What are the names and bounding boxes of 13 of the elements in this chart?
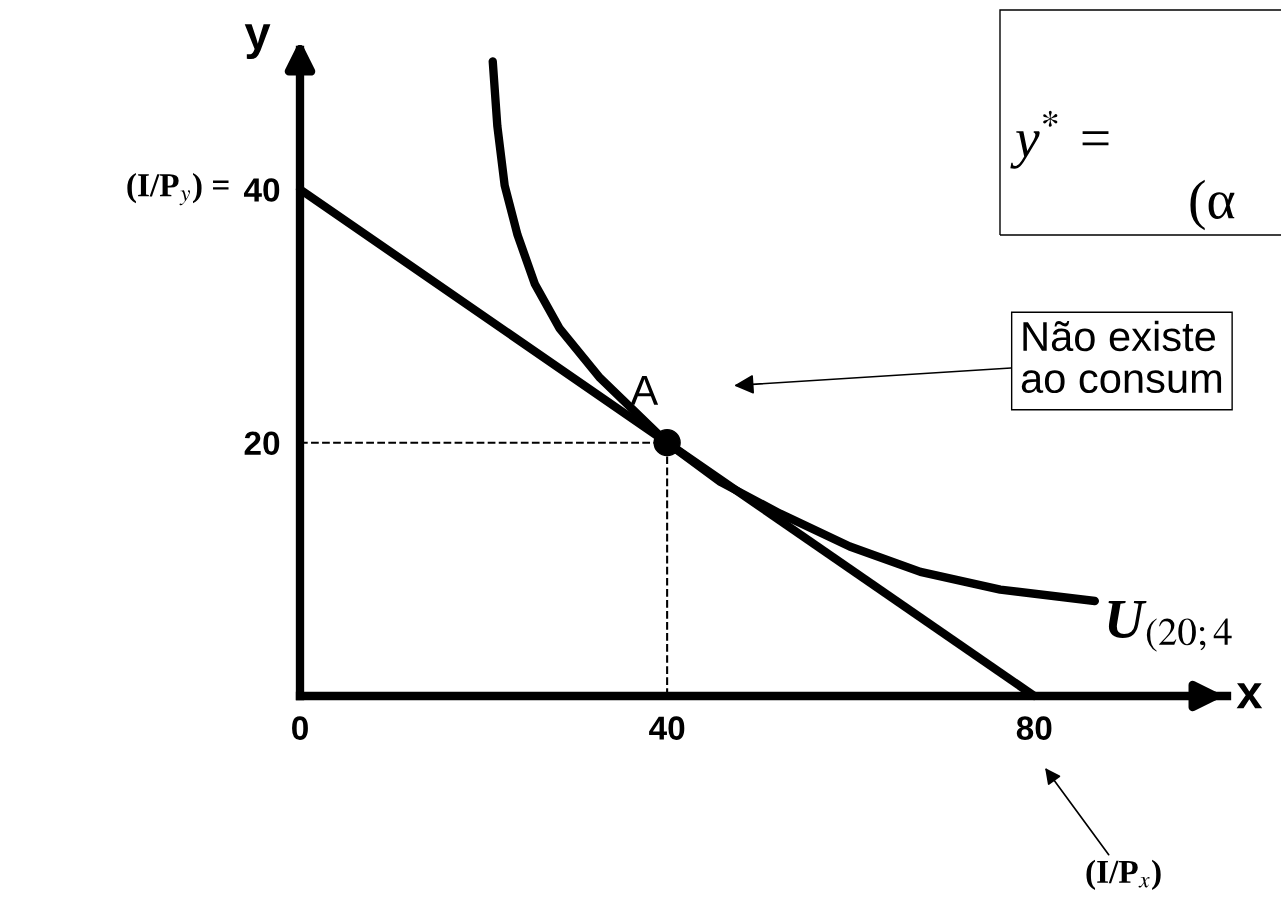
x-tick-label: 40 — [649, 716, 685, 740]
x-tick-label: 0 — [292, 716, 308, 740]
text: (I/P$_{x}$) — [1086, 859, 1161, 890]
x-axis-title: x — [1236, 683, 1263, 709]
y-axis-title: y — [244, 24, 271, 60]
annotation: y$^{*}$ = — [1010, 110, 1109, 169]
annotation: Não existe ao consum — [1021, 320, 1222, 394]
annotation: (α — [1190, 179, 1235, 231]
annotation: U$_{(20;4}$ — [1108, 601, 1232, 652]
x-tick-label: 80 — [1016, 716, 1052, 740]
annotation: A — [630, 376, 659, 405]
y-tick-label: 20 — [244, 431, 280, 456]
annotation: (I/P$_{y}$) = — [127, 173, 229, 206]
